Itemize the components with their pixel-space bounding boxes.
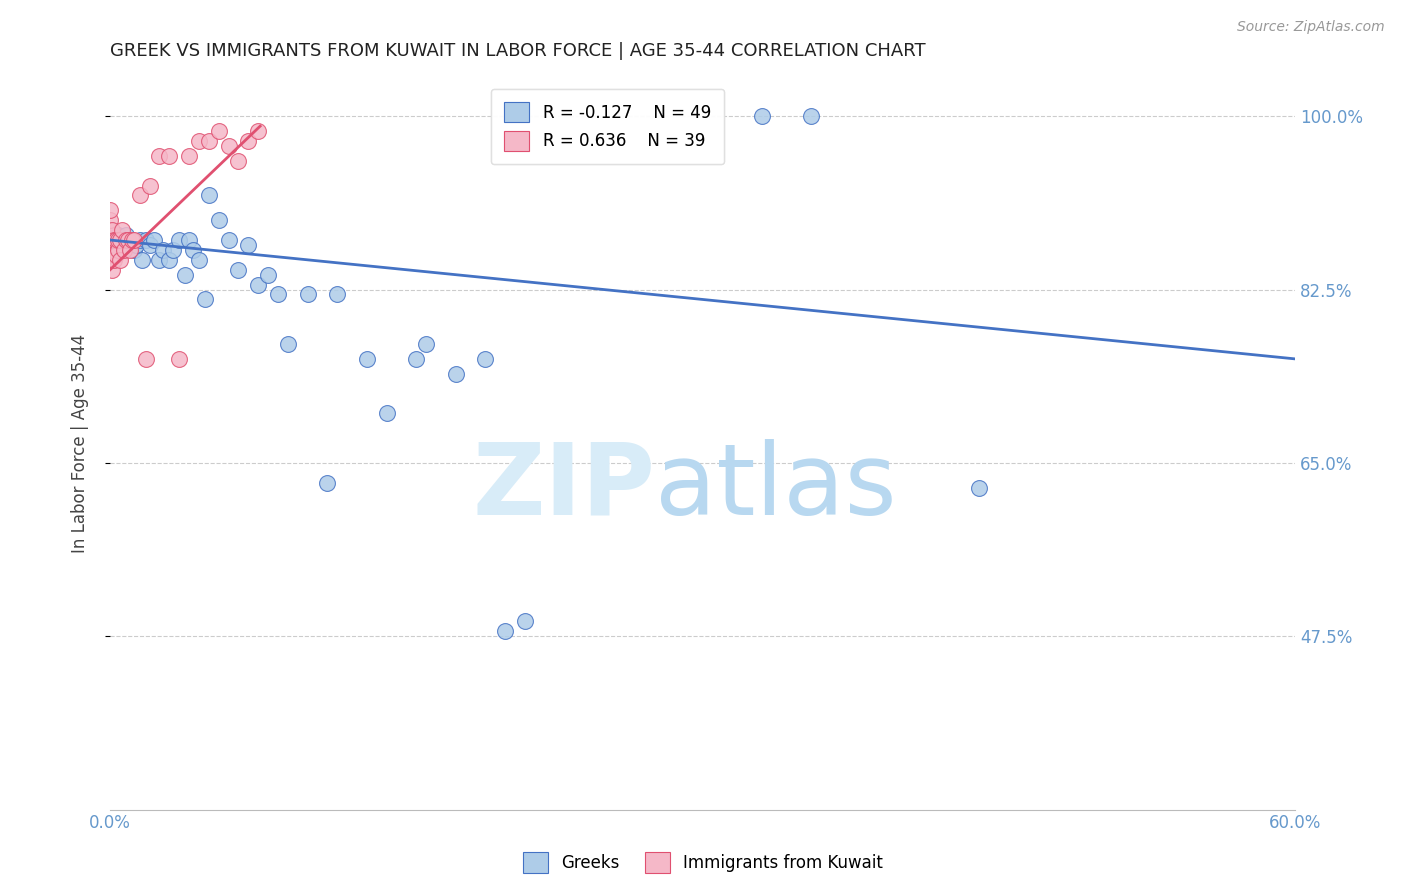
Point [108, 238, 131, 252]
Point [375, 406, 398, 420]
Point [121, 233, 143, 247]
Point [751, 109, 773, 123]
Point [128, 188, 150, 202]
Point [228, 153, 250, 168]
Point [103, 233, 125, 247]
Point [167, 233, 190, 247]
Point [138, 178, 160, 193]
Point [148, 149, 170, 163]
Point [138, 238, 160, 252]
Point [101, 233, 124, 247]
Point [117, 233, 139, 247]
Point [122, 233, 145, 247]
Point [103, 238, 125, 252]
Point [98, 223, 121, 237]
Point [111, 243, 134, 257]
Point [128, 233, 150, 247]
Point [513, 615, 536, 629]
Point [167, 351, 190, 366]
Point [115, 228, 138, 243]
Point [198, 134, 221, 148]
Point [177, 233, 200, 247]
Legend: R = -0.127    N = 49, R = 0.636    N = 39: R = -0.127 N = 49, R = 0.636 N = 39 [491, 88, 724, 164]
Point [218, 233, 240, 247]
Y-axis label: In Labor Force | Age 35-44: In Labor Force | Age 35-44 [72, 334, 89, 553]
Point [157, 149, 180, 163]
Text: ZIP: ZIP [472, 439, 655, 535]
Point [174, 268, 197, 282]
Point [238, 134, 260, 148]
Point [218, 139, 240, 153]
Point [98, 252, 121, 267]
Point [800, 109, 823, 123]
Point [208, 124, 231, 138]
Point [277, 337, 299, 351]
Point [187, 134, 209, 148]
Point [494, 624, 516, 639]
Point [181, 243, 204, 257]
Point [157, 252, 180, 267]
Point [131, 252, 153, 267]
Point [316, 475, 339, 490]
Point [198, 188, 221, 202]
Point [148, 252, 170, 267]
Point [105, 248, 128, 262]
Text: Source: ZipAtlas.com: Source: ZipAtlas.com [1237, 20, 1385, 34]
Point [122, 243, 145, 257]
Legend: Greeks, Immigrants from Kuwait: Greeks, Immigrants from Kuwait [516, 846, 890, 880]
Point [112, 233, 135, 247]
Point [228, 262, 250, 277]
Point [238, 238, 260, 252]
Point [152, 243, 174, 257]
Point [326, 287, 349, 301]
Point [135, 351, 157, 366]
Point [247, 277, 270, 292]
Point [967, 481, 990, 495]
Point [194, 293, 217, 307]
Point [115, 233, 138, 247]
Point [444, 367, 467, 381]
Point [105, 233, 128, 247]
Point [117, 233, 139, 247]
Point [107, 243, 129, 257]
Point [111, 223, 134, 237]
Point [105, 233, 128, 247]
Point [142, 233, 165, 247]
Point [405, 351, 427, 366]
Point [187, 252, 209, 267]
Point [101, 243, 124, 257]
Point [101, 223, 124, 237]
Point [103, 252, 125, 267]
Point [112, 243, 135, 257]
Point [107, 233, 129, 247]
Point [118, 238, 141, 252]
Point [257, 268, 280, 282]
Point [98, 243, 121, 257]
Point [135, 233, 157, 247]
Point [98, 233, 121, 247]
Point [108, 252, 131, 267]
Point [208, 213, 231, 227]
Point [356, 351, 378, 366]
Point [177, 149, 200, 163]
Point [474, 351, 496, 366]
Text: GREEK VS IMMIGRANTS FROM KUWAIT IN LABOR FORCE | AGE 35-44 CORRELATION CHART: GREEK VS IMMIGRANTS FROM KUWAIT IN LABOR… [110, 42, 925, 60]
Point [98, 203, 121, 218]
Point [297, 287, 319, 301]
Point [162, 243, 184, 257]
Point [415, 337, 437, 351]
Point [108, 233, 131, 247]
Point [125, 238, 148, 252]
Point [247, 124, 270, 138]
Point [118, 243, 141, 257]
Text: atlas: atlas [655, 439, 897, 535]
Point [107, 228, 129, 243]
Point [98, 213, 121, 227]
Point [267, 287, 290, 301]
Point [101, 262, 124, 277]
